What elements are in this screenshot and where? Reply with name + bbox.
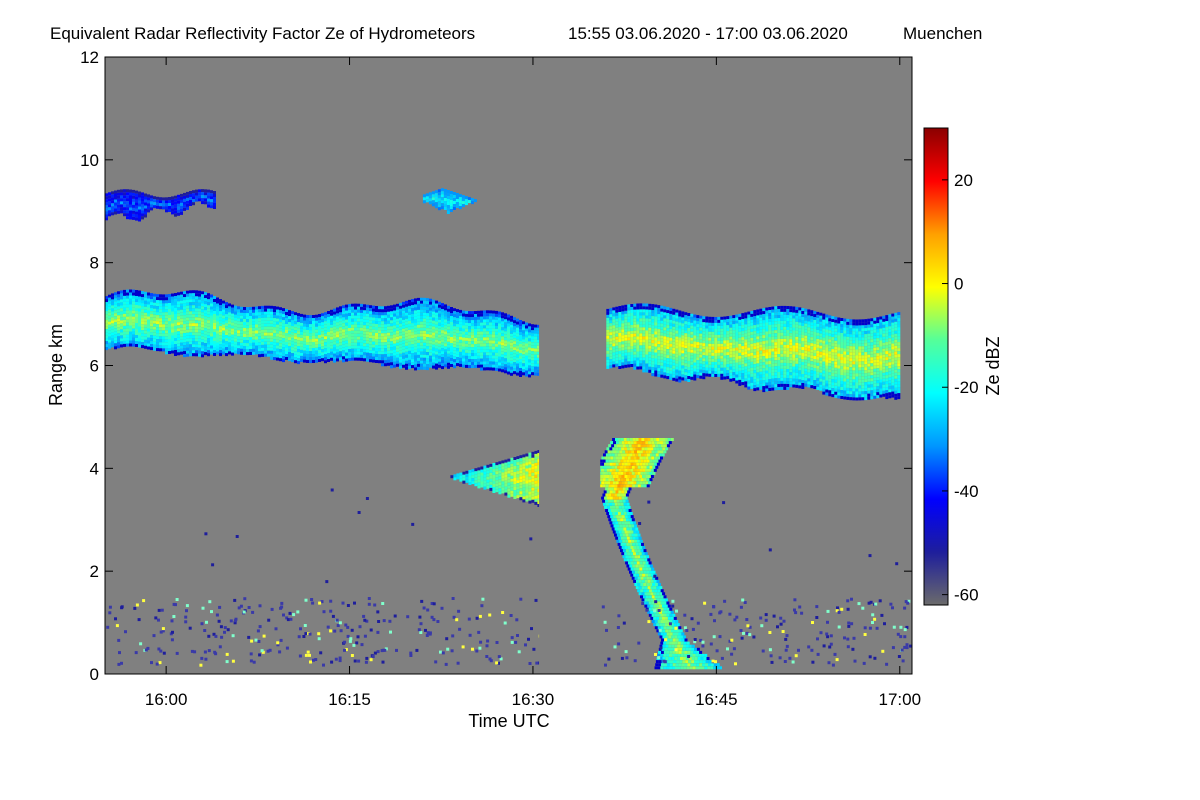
chart-time-range: 15:55 03.06.2020 - 17:00 03.06.2020 [568, 24, 848, 43]
precipitation-fall-streak [588, 438, 722, 670]
colorbar-tick-label: 20 [954, 171, 973, 190]
y-tick-label: 12 [80, 48, 99, 67]
x-tick-label: 16:15 [328, 690, 371, 709]
x-axis-label: Time UTC [468, 711, 549, 731]
high-ice-patch [422, 188, 477, 214]
y-tick-label: 10 [80, 151, 99, 170]
x-tick-label: 17:00 [878, 690, 921, 709]
colorbar-tick-label: -40 [954, 482, 979, 501]
x-tick-label: 16:00 [145, 690, 188, 709]
upper-cirrus-cloud [105, 289, 546, 378]
data-gap [539, 58, 601, 673]
x-axis-ticks: 16:00 16:15 16:30 16:45 17:00 [145, 57, 921, 709]
y-tick-label: 8 [90, 254, 99, 273]
upper-cirrus-cloud-2 [606, 303, 901, 401]
high-ice-patch-left [105, 189, 216, 222]
chart-location: Muenchen [903, 24, 982, 43]
x-tick-label: 16:45 [695, 690, 738, 709]
y-tick-label: 2 [90, 562, 99, 581]
colorbar-label: Ze dBZ [983, 336, 1003, 395]
chart-title: Equivalent Radar Reflectivity Factor Ze … [50, 24, 475, 43]
colorbar-tick-label: -60 [954, 586, 979, 605]
colorbar-tick-label: -20 [954, 378, 979, 397]
y-axis-ticks: 0 2 4 6 8 10 12 [80, 48, 912, 684]
reflectivity-features [105, 188, 912, 670]
y-tick-label: 4 [90, 459, 99, 478]
y-axis-label: Range km [46, 324, 66, 406]
y-tick-label: 6 [90, 357, 99, 376]
y-tick-label: 0 [90, 665, 99, 684]
colorbar-ticks: 20 0 -20 -40 -60 [942, 171, 979, 605]
colorbar [923, 127, 949, 606]
x-tick-label: 16:30 [512, 690, 555, 709]
colorbar-tick-label: 0 [954, 275, 963, 294]
